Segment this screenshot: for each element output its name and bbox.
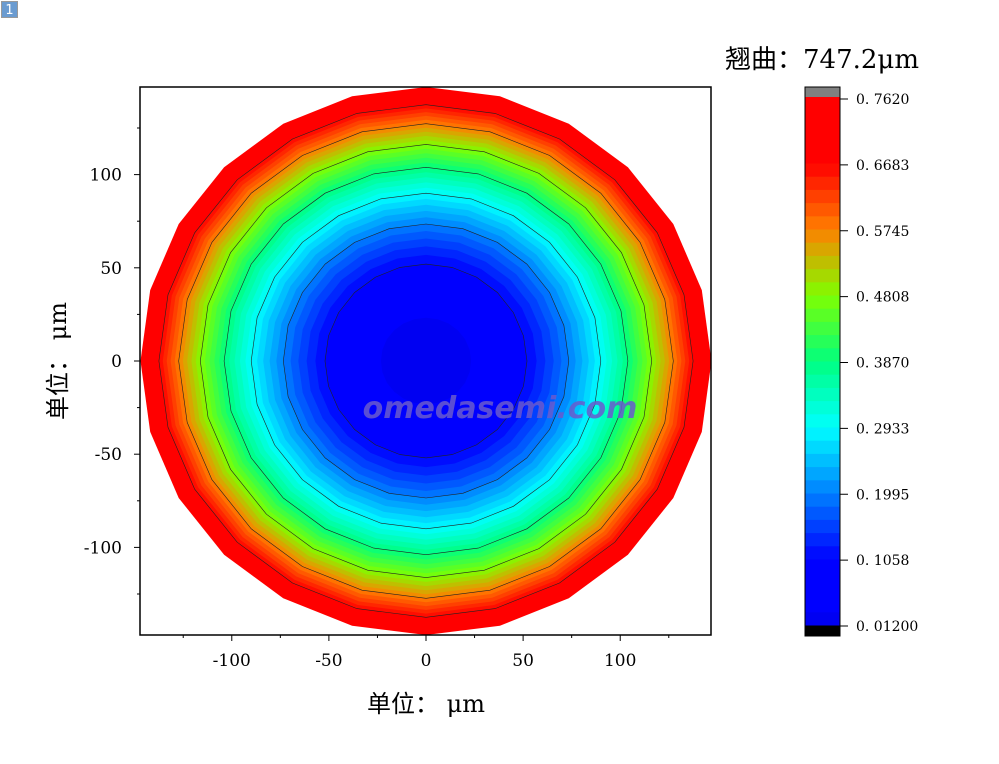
colorbar-band xyxy=(805,374,840,388)
colorbar-band xyxy=(805,585,840,600)
colorbar-band xyxy=(805,215,840,230)
colorbar-band xyxy=(805,242,840,256)
colorbar-band xyxy=(805,545,840,560)
colorbar-band xyxy=(805,97,840,111)
x-tick-label: 50 xyxy=(512,651,534,671)
colorbar-band xyxy=(805,453,840,468)
contour-line xyxy=(324,263,528,459)
colorbar-band xyxy=(805,466,840,481)
colorbar-band xyxy=(805,321,840,336)
x-tick-label: 100 xyxy=(604,651,636,671)
colorbar-band xyxy=(805,110,840,124)
y-tick-label: 50 xyxy=(100,259,122,279)
colorbar-under xyxy=(805,625,840,636)
colorbar-band xyxy=(805,506,840,520)
colorbar-band xyxy=(805,387,840,402)
colorbar-band xyxy=(805,347,840,362)
colorbar-tick-label: 0. 2933 xyxy=(856,421,909,437)
colorbar-band xyxy=(805,149,840,164)
colorbar-frame xyxy=(804,86,841,637)
colorbar-band xyxy=(805,189,840,204)
colorbar-band xyxy=(805,413,840,428)
y-tick-label: -50 xyxy=(95,445,122,465)
contour-line xyxy=(158,104,694,618)
x-axis-label: 单位： μm xyxy=(367,690,485,718)
colorbar-over xyxy=(805,87,840,97)
colorbar-band xyxy=(805,268,840,283)
colorbar-band xyxy=(805,334,840,349)
colorbar-band xyxy=(805,479,840,494)
colorbar-band xyxy=(805,361,840,375)
colorbar-tick-label: 0. 7620 xyxy=(856,92,909,108)
x-tick-label: -100 xyxy=(213,651,251,671)
colorbar-band xyxy=(805,136,840,151)
colorbar-band xyxy=(805,202,840,217)
colorbar-tick-label: 0. 1995 xyxy=(856,487,909,503)
x-tick-label: 0 xyxy=(421,651,432,671)
colorbar-band xyxy=(805,255,840,270)
colorbar-band xyxy=(805,400,840,415)
y-tick-label: 100 xyxy=(90,166,122,186)
colorbar-tick-label: 0. 6683 xyxy=(856,158,909,174)
x-tick-label: -50 xyxy=(315,651,342,671)
contour-line xyxy=(223,166,629,556)
colorbar-tick-label: 0. 01200 xyxy=(856,619,918,635)
contour-band xyxy=(380,317,472,405)
y-tick-label: -100 xyxy=(84,538,122,558)
chart-title: 翘曲：747.2μm xyxy=(725,45,919,75)
colorbar-band xyxy=(805,281,840,296)
y-tick-label: 0 xyxy=(111,352,122,372)
colorbar-band xyxy=(805,295,840,309)
colorbar-band xyxy=(805,611,840,626)
colorbar-tick-label: 0. 3870 xyxy=(856,356,909,372)
colorbar-band xyxy=(805,308,840,322)
colorbar-band xyxy=(805,229,840,243)
contour-line xyxy=(199,144,653,578)
colorbar-band xyxy=(805,572,840,586)
colorbar-tick-label: 0. 5745 xyxy=(856,224,909,240)
colorbar-band xyxy=(805,176,840,190)
contour-line xyxy=(178,123,674,599)
colorbar-band xyxy=(805,559,840,573)
figure-badge: 1 xyxy=(1,1,18,18)
y-axis-label: 单位： μm xyxy=(44,302,72,420)
colorbar-band xyxy=(805,440,840,454)
colorbar-tick-label: 0. 1058 xyxy=(856,553,909,569)
contour-line xyxy=(282,223,570,499)
colorbar-band xyxy=(805,493,840,507)
colorbar-band xyxy=(805,532,840,547)
colorbar-band xyxy=(805,598,840,613)
watermark: omedasemi.com xyxy=(363,391,638,426)
contour-line xyxy=(250,192,602,530)
colorbar-band xyxy=(805,519,840,534)
colorbar-tick-label: 0. 4808 xyxy=(856,290,909,306)
colorbar-band xyxy=(805,123,840,138)
colorbar-band xyxy=(805,163,840,177)
colorbar-band xyxy=(805,427,840,441)
